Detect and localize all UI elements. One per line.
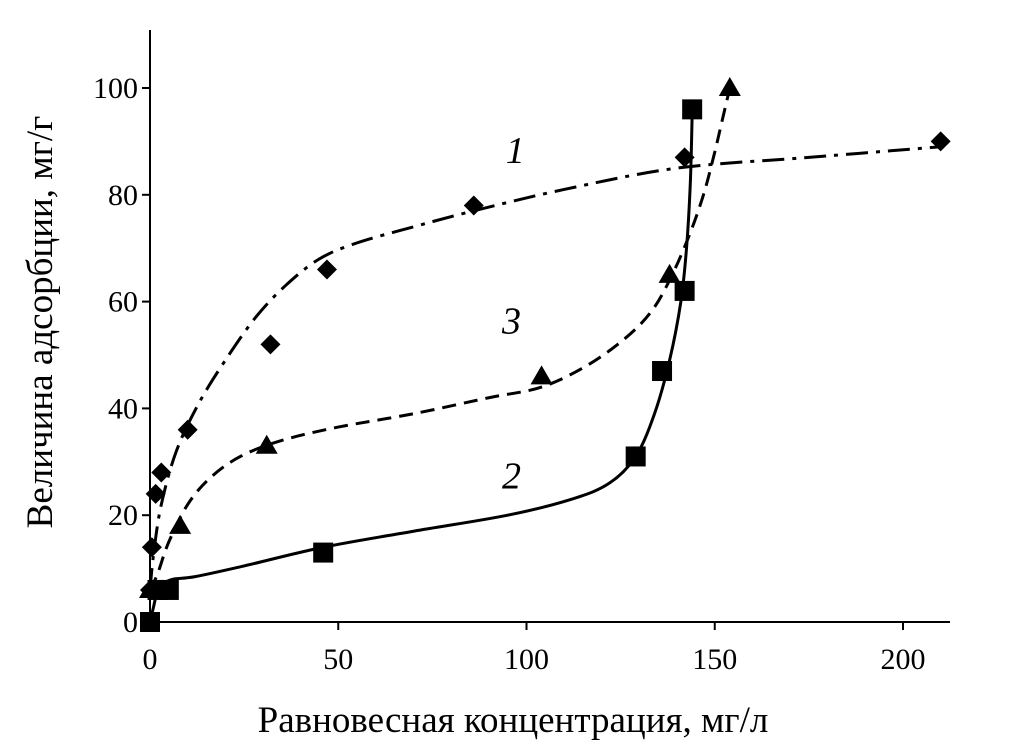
marker-triangle [658,263,681,283]
curve-label-3: 3 [501,301,521,343]
curve-labels: 1 2 3 [501,130,525,498]
data-markers [139,77,951,632]
fitted-curves [148,87,941,623]
x-tick-label: 200 [881,643,926,676]
y-tick-label: 0 [123,606,138,639]
curve-1 [148,145,941,591]
x-axis-title: Равновесная концентрация, мг/л [258,700,769,741]
marker-diamond [316,259,337,280]
marker-square [313,542,334,563]
y-tick-label: 40 [108,392,138,425]
marker-diamond [260,334,281,355]
marker-square [158,579,179,600]
axes [149,30,950,623]
ticks: 0 50 100 150 200 0 20 40 60 80 100 [93,72,926,676]
marker-diamond [177,419,198,440]
marker-diamond [151,462,172,483]
x-tick-label: 0 [143,643,158,676]
marker-diamond [463,195,484,216]
marker-triangle [255,434,278,454]
y-tick-label: 60 [108,286,138,319]
marker-square [652,361,673,382]
marker-triangle [139,578,161,598]
marker-triangle [530,365,553,385]
curve-2 [148,114,694,623]
marker-square [674,280,695,301]
curve-label-1: 1 [506,130,525,172]
marker-triangle [169,514,192,534]
marker-square [682,99,703,120]
marker-diamond [930,131,951,152]
y-tick-label: 20 [108,499,138,532]
x-tick-label: 150 [692,643,737,676]
y-tick-label: 80 [108,179,138,212]
marker-square [625,446,646,467]
marker-square [140,612,160,632]
curve-label-2: 2 [502,456,521,498]
x-tick-label: 50 [323,643,353,676]
marker-diamond [141,537,162,558]
y-tick-label: 100 [93,72,138,105]
marker-diamond [145,483,166,504]
x-tick-label: 100 [504,643,549,676]
curve-3 [148,87,732,591]
marker-diamond [674,147,695,168]
marker-triangle [718,77,741,96]
y-axis-title: Величина адсорбции, мг/г [20,116,61,529]
